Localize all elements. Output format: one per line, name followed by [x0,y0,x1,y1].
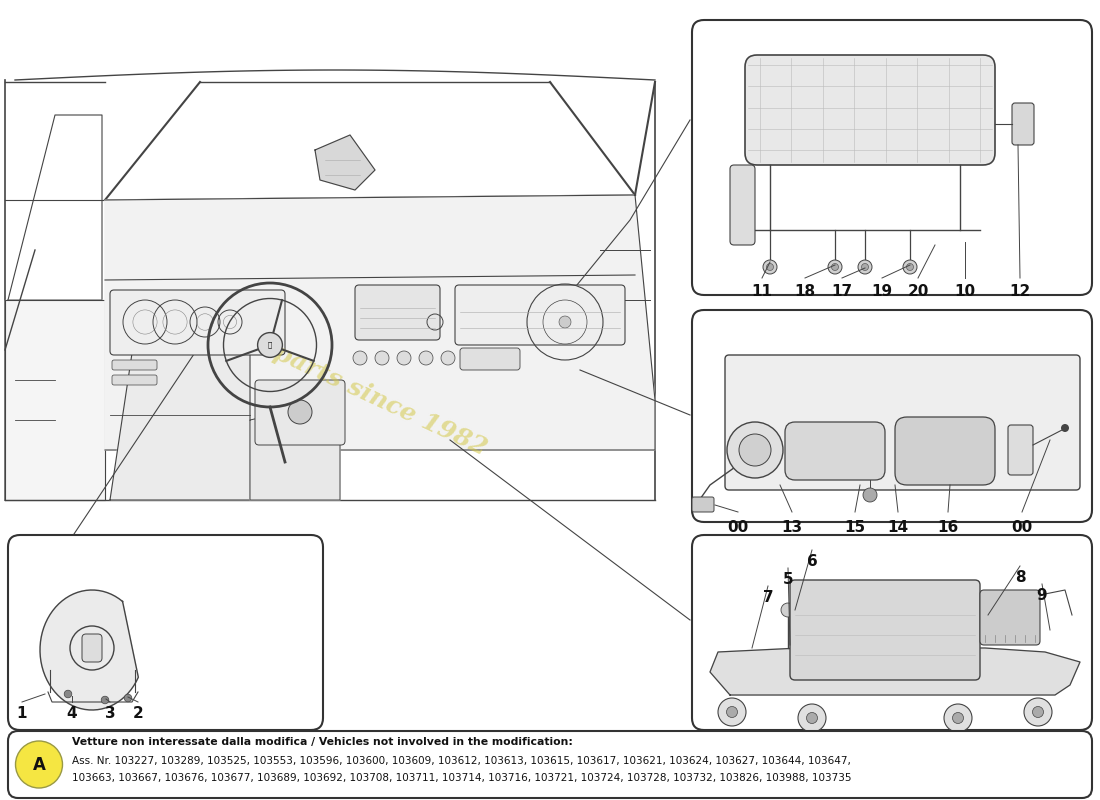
FancyBboxPatch shape [980,590,1040,645]
Text: 11: 11 [751,285,772,299]
FancyBboxPatch shape [895,417,996,485]
Circle shape [944,704,972,732]
Circle shape [943,603,957,617]
Circle shape [798,704,826,732]
FancyBboxPatch shape [460,348,520,370]
FancyBboxPatch shape [112,375,157,385]
Text: 18: 18 [794,285,815,299]
Circle shape [419,351,433,365]
Text: Vetture non interessate dalla modifica / Vehicles not involved in the modificati: Vetture non interessate dalla modifica /… [72,737,573,747]
Circle shape [1024,698,1052,726]
Text: A: A [33,755,45,774]
Polygon shape [40,590,139,710]
Circle shape [124,694,132,702]
Circle shape [781,603,795,617]
Circle shape [15,741,63,788]
Text: 9: 9 [1036,589,1047,603]
Circle shape [763,260,777,274]
FancyBboxPatch shape [725,355,1080,490]
FancyBboxPatch shape [82,634,102,662]
Text: 20: 20 [908,285,928,299]
FancyBboxPatch shape [255,380,345,445]
Circle shape [64,690,72,698]
Polygon shape [315,135,375,190]
Circle shape [903,260,917,274]
Text: 7: 7 [762,590,773,606]
Circle shape [832,263,838,270]
Text: 6: 6 [806,554,817,570]
Circle shape [397,351,411,365]
Polygon shape [6,300,104,500]
Circle shape [101,696,109,704]
Circle shape [727,422,783,478]
Text: 4: 4 [67,706,77,722]
FancyBboxPatch shape [692,310,1092,522]
Circle shape [858,260,872,274]
Polygon shape [710,648,1080,695]
Circle shape [806,713,817,723]
Circle shape [1062,424,1069,432]
Circle shape [375,351,389,365]
Text: 14: 14 [888,521,909,535]
Polygon shape [104,195,654,450]
Circle shape [828,260,842,274]
Text: 3: 3 [104,706,116,722]
FancyBboxPatch shape [745,55,996,165]
FancyBboxPatch shape [112,360,157,370]
Text: 103663, 103667, 103676, 103677, 103689, 103692, 103708, 103711, 103714, 103716, : 103663, 103667, 103676, 103677, 103689, … [72,773,851,783]
FancyBboxPatch shape [110,290,285,355]
Text: 19: 19 [871,285,892,299]
Text: 00: 00 [1011,521,1033,535]
Circle shape [953,713,964,723]
Circle shape [353,351,367,365]
Polygon shape [110,300,250,500]
FancyBboxPatch shape [790,580,980,680]
Circle shape [726,706,737,718]
FancyBboxPatch shape [1012,103,1034,145]
Circle shape [441,351,455,365]
FancyBboxPatch shape [355,285,440,340]
Circle shape [718,698,746,726]
Text: 1: 1 [16,706,28,722]
Circle shape [257,333,283,358]
FancyBboxPatch shape [692,497,714,512]
FancyBboxPatch shape [785,422,886,480]
Text: 10: 10 [955,285,976,299]
Text: 16: 16 [937,521,958,535]
FancyBboxPatch shape [692,20,1092,295]
Circle shape [861,263,869,270]
Circle shape [864,488,877,502]
FancyBboxPatch shape [730,165,755,245]
Circle shape [906,263,913,270]
Text: 13: 13 [781,521,803,535]
Circle shape [1033,706,1044,718]
FancyBboxPatch shape [692,535,1092,730]
Text: 12: 12 [1010,285,1031,299]
Circle shape [288,400,312,424]
FancyBboxPatch shape [8,731,1092,798]
Text: parts since 1982: parts since 1982 [270,340,491,460]
FancyBboxPatch shape [1008,425,1033,475]
Text: 🐎: 🐎 [268,342,272,348]
Text: Ass. Nr. 103227, 103289, 103525, 103553, 103596, 103600, 103609, 103612, 103613,: Ass. Nr. 103227, 103289, 103525, 103553,… [72,756,851,766]
Text: 00: 00 [727,521,749,535]
Polygon shape [250,400,340,500]
Circle shape [559,316,571,328]
FancyBboxPatch shape [8,535,323,730]
Circle shape [739,434,771,466]
Text: 8: 8 [1014,570,1025,586]
Text: 15: 15 [845,521,866,535]
FancyBboxPatch shape [455,285,625,345]
Text: 2: 2 [133,706,143,722]
Text: 5: 5 [783,573,793,587]
Text: 17: 17 [832,285,852,299]
Circle shape [767,263,773,270]
